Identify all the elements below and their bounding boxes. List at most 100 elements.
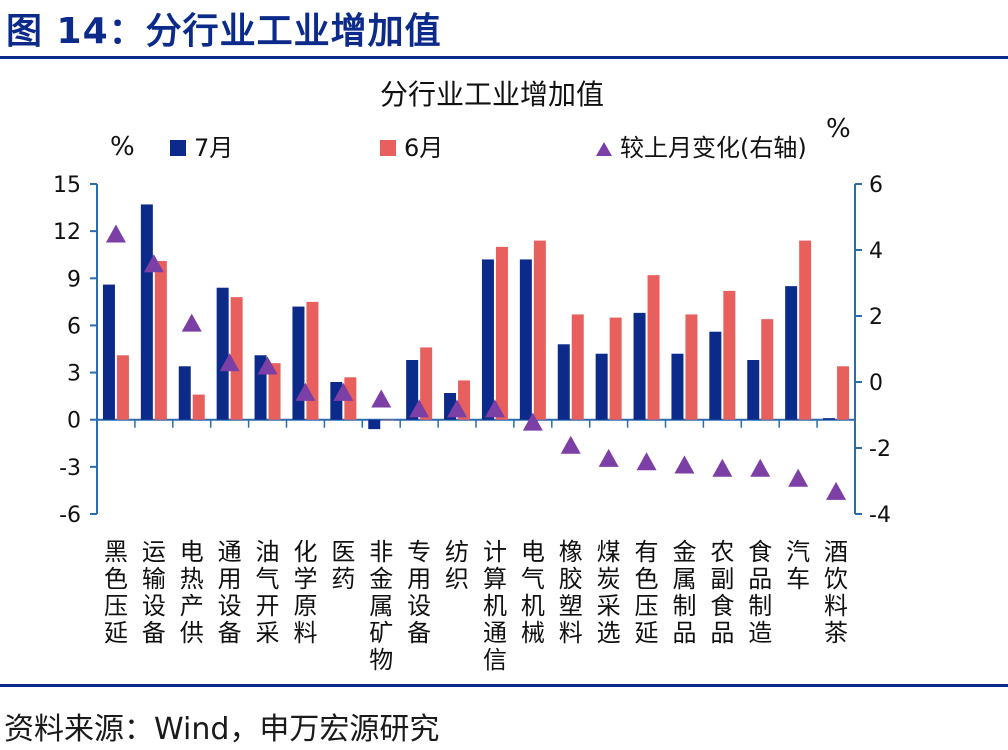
category-label-char: 金 — [369, 565, 393, 593]
bar-jul — [823, 418, 836, 420]
category-label-char: 药 — [331, 565, 355, 593]
bar-jul — [368, 419, 381, 430]
category-label-char: 延 — [104, 619, 128, 647]
category-label-char: 化 — [293, 538, 317, 566]
bottom-divider — [0, 684, 1008, 687]
category-label-char: 织 — [445, 565, 469, 593]
category-label-char: 有 — [635, 538, 659, 566]
right-tick-label: -2 — [869, 437, 891, 462]
marker-change — [371, 389, 392, 408]
marker-change — [750, 458, 771, 477]
bar-jun — [685, 314, 698, 420]
bar-jul — [178, 366, 191, 420]
category-label-char: 品 — [710, 619, 734, 647]
category-label-char: 采 — [597, 592, 621, 620]
category-label-char: 用 — [407, 565, 431, 593]
category-label-char: 料 — [293, 619, 317, 647]
right-tick-label: 6 — [869, 173, 883, 198]
marker-change — [181, 313, 202, 332]
category-label-char: 气 — [256, 565, 280, 593]
category-label-char: 矿 — [369, 619, 393, 647]
bars — [102, 204, 850, 430]
bar-jul — [595, 353, 608, 420]
bar-jun — [154, 261, 167, 420]
right-unit-label: % — [826, 114, 851, 144]
category-label-char: 医 — [331, 538, 355, 566]
category-label-char: 械 — [521, 619, 545, 647]
category-label-char: 通 — [218, 538, 242, 566]
category-label-char: 输 — [142, 565, 166, 593]
bar-jun — [116, 355, 129, 420]
legend: 7月 6月 较上月变化(右轴) — [170, 134, 807, 162]
marker-change — [598, 448, 619, 467]
left-tick-label: -3 — [59, 456, 81, 481]
bar-jun — [837, 366, 850, 420]
bar-jul — [254, 355, 267, 420]
left-tick-label: 9 — [67, 267, 81, 292]
category-label-char: 制 — [672, 592, 696, 620]
category-label-char: 选 — [597, 619, 621, 647]
category-label-char: 电 — [521, 538, 545, 566]
marker-change — [219, 353, 240, 372]
bar-jul — [292, 306, 305, 420]
bar-jun — [306, 301, 319, 420]
bar-jul — [481, 259, 494, 420]
category-label-char: 机 — [483, 592, 507, 620]
marker-change — [522, 412, 543, 431]
category-label-char: 供 — [180, 619, 204, 647]
legend-marker-change — [596, 142, 612, 156]
right-tick-label: 4 — [869, 239, 883, 264]
bar-jul — [519, 259, 532, 420]
bar-jun — [268, 363, 281, 420]
category-label-char: 延 — [635, 619, 659, 647]
category-label-char: 气 — [521, 565, 545, 593]
left-tick-label: 12 — [53, 220, 81, 245]
left-unit-label: % — [110, 132, 135, 162]
category-label-char: 油 — [256, 538, 280, 566]
category-label-char: 食 — [748, 538, 772, 566]
bar-jul — [140, 204, 153, 420]
marker-change — [409, 399, 430, 418]
category-label-char: 食 — [710, 592, 734, 620]
category-label-char: 茶 — [824, 619, 848, 647]
bar-jul — [785, 286, 798, 420]
category-label-char: 制 — [748, 592, 772, 620]
category-label-char: 原 — [293, 592, 317, 620]
category-label-char: 产 — [180, 592, 204, 620]
bar-jun — [533, 240, 546, 420]
chart: 分行业工业增加值 7月 6月 较上月变化(右轴) 15 12 9 6 3 0 -3 -6 6 4 2 0 -… — [53, 78, 891, 674]
category-label-char: 物 — [369, 646, 393, 674]
category-labels: 黑色压延运输设备电热产供通用设备油气开采化学原料医药非金属矿物专用设备纺织计算机… — [104, 538, 848, 674]
bar-jun — [420, 347, 433, 420]
bar-jul — [633, 312, 646, 420]
marker-change — [105, 224, 126, 243]
category-label-char: 橡 — [559, 538, 583, 566]
category-label-char: 料 — [824, 592, 848, 620]
marker-change — [447, 399, 468, 418]
marker-change — [143, 254, 164, 273]
category-label-char: 色 — [104, 565, 128, 593]
marker-change — [295, 382, 316, 401]
bar-jun — [382, 419, 395, 421]
bar-jul — [406, 360, 419, 420]
legend-label-jun: 6月 — [404, 134, 443, 162]
bar-jun — [799, 240, 812, 420]
category-label-char: 塑 — [559, 592, 583, 620]
figure-title: 图 14：分行业工业增加值 — [6, 11, 442, 52]
category-label-char: 压 — [104, 592, 128, 620]
category-label-char: 饮 — [824, 565, 848, 593]
bar-jul — [709, 331, 722, 420]
category-label-char: 热 — [180, 565, 204, 593]
category-label-char: 炭 — [597, 565, 621, 593]
category-label-char: 纺 — [445, 538, 469, 566]
legend-label-change: 较上月变化(右轴) — [620, 134, 807, 162]
category-label-char: 专 — [407, 538, 431, 566]
category-label-char: 汽 — [786, 538, 810, 566]
legend-swatch-jul — [170, 140, 186, 156]
category-label-char: 色 — [635, 565, 659, 593]
marker-change — [484, 399, 505, 418]
category-label-char: 电 — [180, 538, 204, 566]
category-label-char: 机 — [521, 592, 545, 620]
marker-change — [788, 468, 809, 487]
source-note: 资料来源：Wind，申万宏源研究 — [4, 712, 440, 747]
